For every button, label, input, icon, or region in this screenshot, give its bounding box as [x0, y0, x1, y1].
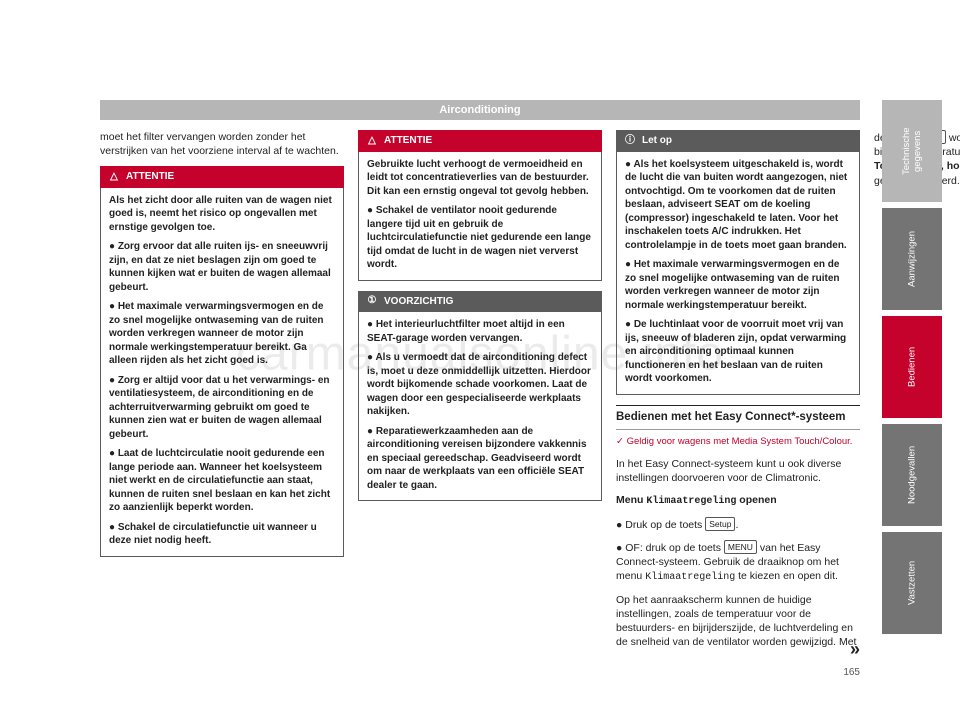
side-tabs: Technische gegevens Aanwijzingen Bediene…	[882, 100, 942, 634]
caution-header-label: VOORZICHTIG	[384, 295, 453, 309]
warning-para: ● Zorg ervoor dat alle ruiten ijs- en sn…	[109, 240, 335, 294]
bullet-step: ● OF: druk op de toets MENU van het Easy…	[616, 540, 860, 585]
note-header: ⓘ Let op	[616, 130, 860, 152]
warning-box-attentie-1: △ ATTENTIE Als het zicht door alle ruite…	[100, 166, 344, 557]
warning-body: Gebruikte lucht verhoogt de vermoeidheid…	[358, 152, 602, 281]
step-text: ● Druk op de toets	[616, 519, 705, 531]
caution-box-voorzichtig: ① VOORZICHTIG ● Het interieurluchtfilter…	[358, 291, 602, 502]
menu-prefix: Menu	[616, 494, 646, 506]
warning-para: Als het zicht door alle ruiten van de wa…	[109, 194, 335, 235]
caution-header: ① VOORZICHTIG	[358, 291, 602, 313]
side-tab-aanwijzingen[interactable]: Aanwijzingen	[882, 208, 942, 310]
warning-para: ● Zorg er altijd voor dat u het verwarmi…	[109, 374, 335, 442]
side-tab-bedienen[interactable]: Bedienen	[882, 316, 942, 418]
bullet-step: ● Druk op de toets Setup.	[616, 517, 860, 532]
section-paragraph: In het Easy Connect-systeem kunt u ook d…	[616, 457, 860, 485]
note-para: ● De luchtinlaat voor de voorruit moet v…	[625, 318, 851, 386]
warning-para: ● Laat de luchtcirculatie nooit gedurend…	[109, 447, 335, 515]
page-content: moet het filter vervangen worden zonder …	[100, 130, 860, 650]
note-para: ● Het maximale verwarmingsvermogen en de…	[625, 258, 851, 312]
step-text: ● OF: druk op de toets	[616, 542, 724, 554]
note-body: ● Als het koelsysteem uitgeschakeld is, …	[616, 152, 860, 395]
caution-para: ● Als u vermoedt dat de airconditioning …	[367, 351, 593, 419]
caution-circle-icon: ①	[366, 295, 378, 307]
caution-body: ● Het interieurluchtfilter moet altijd i…	[358, 312, 602, 501]
warning-box-attentie-2: △ ATTENTIE Gebruikte lucht verhoogt de v…	[358, 130, 602, 281]
warning-header-label: ATTENTIE	[384, 134, 432, 148]
section-heading-easy-connect: Bedienen met het Easy Connect*-systeem	[616, 405, 860, 431]
caution-para: ● Reparatiewerkzaamheden aan de aircondi…	[367, 425, 593, 493]
note-box-letop: ⓘ Let op ● Als het koelsysteem uitgescha…	[616, 130, 860, 395]
warning-para: Gebruikte lucht verhoogt de vermoeidheid…	[367, 158, 593, 199]
side-tab-technische-gegevens[interactable]: Technische gegevens	[882, 100, 942, 202]
warning-header: △ ATTENTIE	[100, 166, 344, 188]
setup-keycap-icon: Setup	[705, 517, 735, 531]
warning-header-label: ATTENTIE	[126, 170, 174, 184]
warning-header: △ ATTENTIE	[358, 130, 602, 152]
intro-paragraph: moet het filter vervangen worden zonder …	[100, 130, 344, 158]
page-number: 165	[843, 667, 860, 678]
page-title-bar: Airconditioning	[100, 100, 860, 120]
note-header-label: Let op	[642, 134, 672, 148]
menu-keycap-icon: MENU	[724, 540, 757, 554]
warning-para: ● Het maximale verwarmingsvermogen en de…	[109, 300, 335, 368]
warning-para: ● Schakel de circulatiefunctie uit wanne…	[109, 521, 335, 548]
menu-suffix: openen	[736, 494, 776, 506]
note-para: ● Als het koelsysteem uitgeschakeld is, …	[625, 158, 851, 253]
continuation-arrow-icon: »	[850, 639, 860, 660]
step-text: te kiezen en open dit.	[735, 570, 838, 582]
side-tab-noodgevallen[interactable]: Noodgevallen	[882, 424, 942, 526]
menu-open-heading: Menu Klimaatregeling openen	[616, 493, 860, 509]
info-icon: ⓘ	[624, 135, 636, 147]
validity-note: ✓ Geldig voor wagens met Media System To…	[616, 436, 860, 449]
side-tab-vastzetten[interactable]: Vastzetten	[882, 532, 942, 634]
caution-para: ● Het interieurluchtfilter moet altijd i…	[367, 318, 593, 345]
step-text: .	[735, 519, 738, 531]
menu-name: Klimaatregeling	[645, 572, 735, 583]
warning-triangle-icon: △	[366, 135, 378, 147]
warning-para: ● Schakel de ventilator nooit gedurende …	[367, 204, 593, 272]
warning-triangle-icon: △	[108, 171, 120, 183]
warning-body: Als het zicht door alle ruiten van de wa…	[100, 188, 344, 557]
menu-name: Klimaatregeling	[646, 496, 736, 507]
